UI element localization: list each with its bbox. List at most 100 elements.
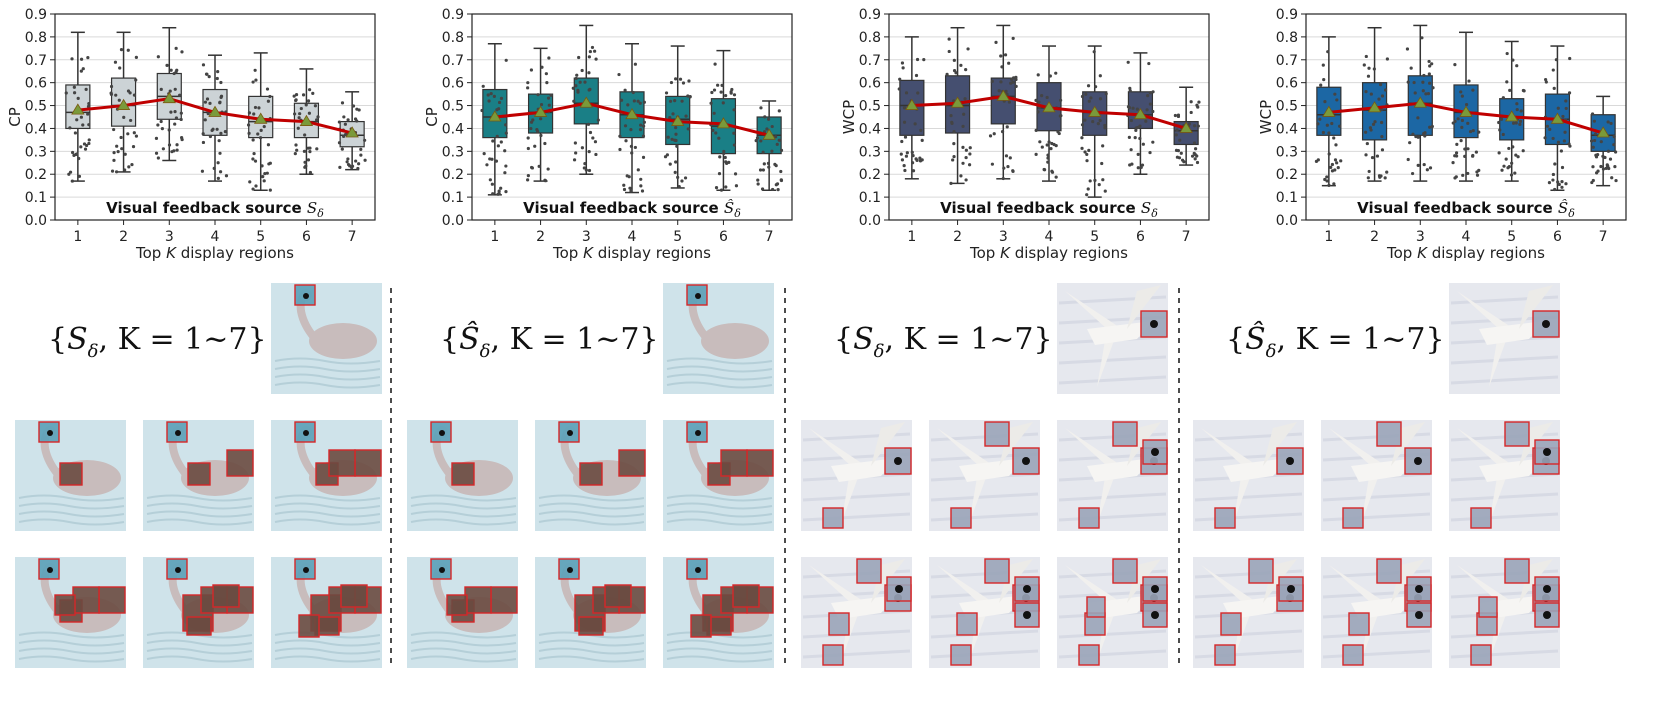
data-point — [303, 133, 307, 137]
data-point — [1364, 54, 1368, 59]
data-point — [203, 118, 207, 122]
region-highlight-box — [294, 284, 316, 306]
region-highlight-box — [298, 614, 320, 638]
background-streak — [1450, 375, 1559, 385]
data-point — [1049, 147, 1053, 151]
data-point — [64, 91, 68, 95]
box-chart-3: 0.0 0.1 0.2 0.3 0.4 0.5 0.6 0.7 0.8 0.9 WCP 1 2 3 4 5 6 7… — [840, 7, 1210, 262]
data-point — [117, 98, 121, 102]
y-tick-label: 0.4 — [1276, 121, 1298, 137]
region-highlight-box — [38, 421, 60, 443]
data-point — [1098, 97, 1103, 101]
data-point — [297, 116, 301, 120]
data-point — [623, 124, 628, 128]
data-point — [343, 122, 347, 126]
data-point — [1459, 138, 1463, 143]
data-point — [337, 141, 342, 145]
data-point — [963, 97, 967, 101]
data-point — [343, 133, 348, 137]
data-point — [1500, 168, 1504, 172]
data-point — [356, 166, 360, 171]
data-point — [1567, 91, 1572, 95]
gull-head-mark — [1543, 585, 1551, 593]
data-point — [354, 159, 358, 163]
data-point — [1140, 163, 1145, 167]
data-point — [1516, 155, 1520, 159]
data-point — [1560, 185, 1564, 189]
data-point — [308, 170, 313, 175]
data-point — [85, 143, 89, 148]
data-point — [774, 135, 778, 139]
data-point — [109, 92, 114, 96]
data-point — [775, 142, 779, 146]
region-patch — [1343, 645, 1363, 665]
region-highlight-box — [690, 614, 712, 638]
data-point — [1092, 50, 1096, 54]
data-point — [1595, 171, 1599, 175]
mean-marker — [533, 105, 548, 117]
water-ripple — [18, 631, 125, 639]
y-tick-label: 0.1 — [1276, 190, 1298, 206]
data-point — [122, 115, 126, 119]
water-ripple — [146, 655, 253, 663]
data-point — [992, 132, 996, 136]
panel-dividers — [390, 288, 1180, 668]
data-point — [503, 171, 507, 175]
region-highlight-box — [1406, 602, 1432, 628]
thumbnail-k7 — [271, 557, 382, 668]
data-point — [154, 136, 159, 140]
thumbnail-k5 — [1193, 557, 1304, 668]
data-point — [1145, 108, 1149, 112]
region-patch — [985, 559, 1009, 583]
water-ripple — [18, 518, 125, 526]
data-point — [86, 56, 90, 60]
data-point — [263, 171, 267, 176]
data-point — [1096, 122, 1100, 126]
data-point — [1515, 107, 1519, 112]
data-point — [1423, 134, 1427, 138]
data-point — [265, 171, 269, 175]
data-point — [1009, 81, 1013, 85]
data-point — [1411, 132, 1415, 136]
data-point — [205, 97, 210, 101]
data-point — [299, 106, 303, 111]
mean-marker — [905, 98, 919, 110]
data-point — [584, 168, 588, 172]
water-ripple — [666, 365, 773, 373]
data-point — [1385, 57, 1389, 61]
data-point — [681, 81, 686, 85]
data-point — [1004, 89, 1008, 93]
region-patch — [957, 613, 977, 635]
data-point — [665, 153, 669, 157]
region-patch — [227, 450, 253, 476]
data-point — [293, 152, 297, 156]
data-point — [1126, 105, 1131, 109]
data-point — [763, 115, 767, 119]
data-point — [572, 99, 576, 103]
data-point — [110, 169, 115, 173]
data-point — [306, 99, 311, 103]
data-point — [256, 132, 260, 136]
data-point — [1497, 120, 1501, 125]
data-point — [81, 67, 85, 71]
data-point — [223, 130, 227, 134]
data-point — [902, 120, 907, 124]
data-point — [1046, 153, 1050, 157]
data-point — [490, 157, 494, 161]
region-patch — [60, 463, 82, 485]
gull-head-mark — [894, 457, 902, 465]
region-patch — [1113, 559, 1137, 583]
data-point — [717, 172, 722, 176]
region-patch — [747, 450, 773, 476]
data-point — [674, 126, 678, 130]
gallery-panel-4: {Ŝδ, K = 1~7} — [1193, 283, 1560, 668]
data-point — [351, 104, 356, 108]
data-point — [482, 152, 486, 156]
data-point — [952, 129, 956, 134]
thumbnail-k3 — [929, 420, 1040, 531]
data-point — [1514, 153, 1518, 157]
data-point — [1135, 107, 1139, 111]
background-streak — [1058, 492, 1167, 502]
gull-body — [831, 458, 897, 482]
data-point — [911, 169, 916, 173]
